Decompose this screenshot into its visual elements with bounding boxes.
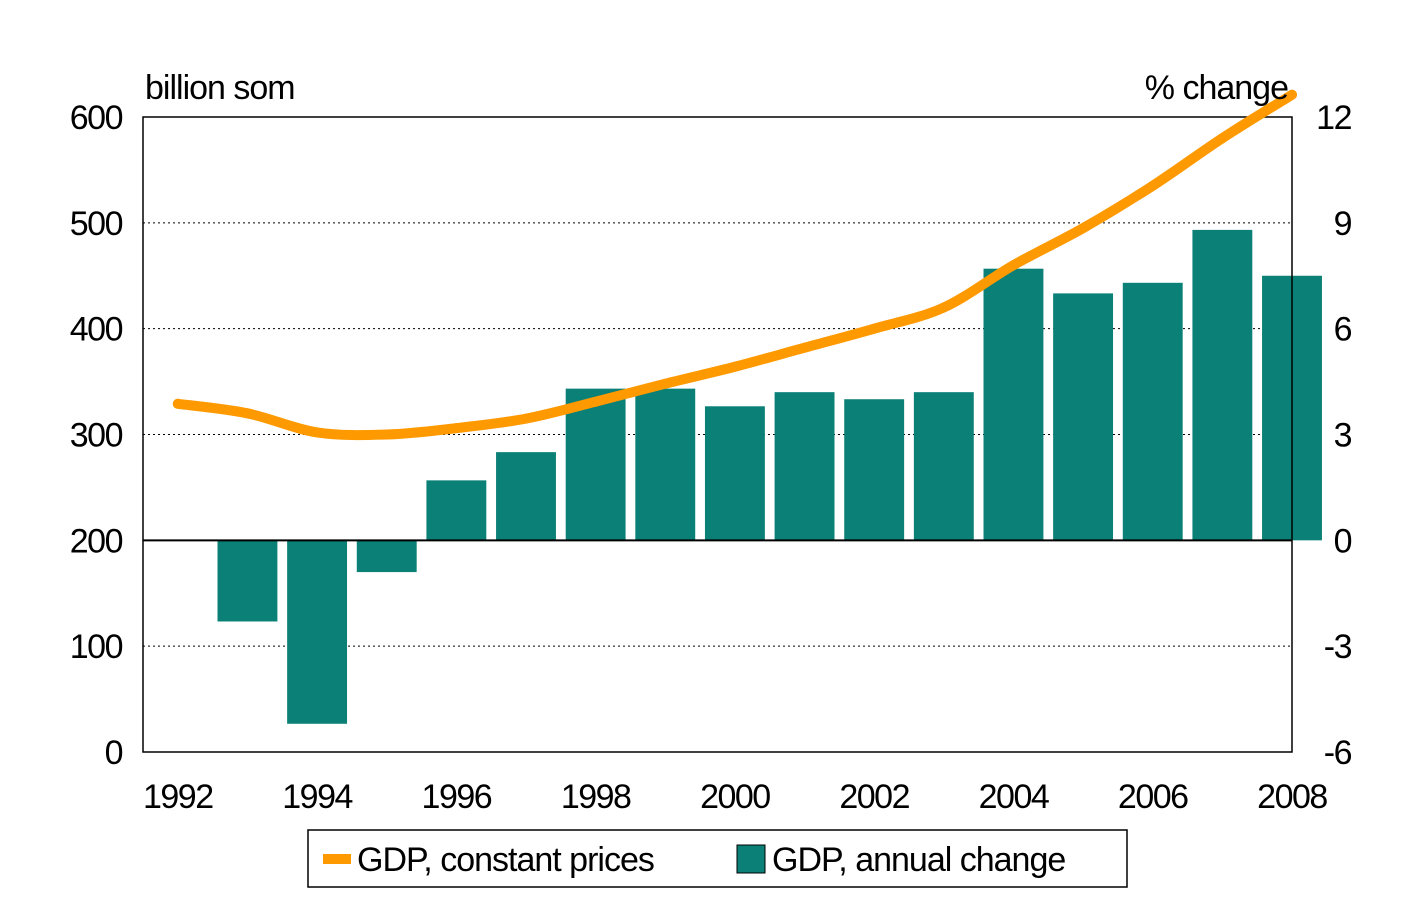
x-tick-label: 2008 — [1257, 778, 1327, 816]
x-axis: 1992 1994 1996 1998 2000 2002 2004 2006 2008 — [143, 778, 1329, 816]
right-tick-label: 3 — [1334, 417, 1352, 455]
line-point — [660, 378, 671, 389]
line-point — [869, 323, 880, 334]
legend-label-annual-change: GDP, annual change — [772, 841, 1065, 879]
right-axis-title: % change — [1145, 69, 1288, 107]
line-point — [729, 361, 740, 372]
legend-label-constant-prices: GDP, constant prices — [357, 841, 654, 879]
left-axis-title: billion som — [145, 69, 295, 107]
line-point — [1287, 89, 1297, 100]
left-y-axis: 0 100 200 300 400 500 600 — [70, 99, 124, 772]
left-tick-label: 400 — [70, 311, 123, 349]
x-tick-label: 2000 — [700, 778, 770, 816]
line-point — [1217, 133, 1228, 144]
x-tick-label: 2006 — [1118, 778, 1188, 816]
left-tick-label: 100 — [70, 628, 123, 666]
bar-series — [217, 229, 1322, 724]
bar — [774, 392, 835, 541]
bar — [217, 540, 278, 622]
line-series — [172, 89, 1297, 441]
left-tick-label: 500 — [70, 205, 123, 243]
bar — [913, 392, 974, 541]
line-constant-prices — [172, 89, 1297, 441]
x-tick-label: 2002 — [839, 778, 909, 816]
x-tick-label: 1996 — [422, 778, 492, 816]
bar — [1122, 282, 1183, 541]
bar — [844, 399, 905, 541]
line-point — [938, 302, 949, 313]
x-tick-label: 1998 — [561, 778, 631, 816]
left-tick-label: 600 — [70, 99, 123, 137]
bar — [356, 540, 417, 573]
bar — [426, 480, 487, 541]
line-point — [172, 398, 183, 409]
right-tick-label: 9 — [1334, 205, 1352, 243]
left-tick-label: 200 — [70, 522, 123, 560]
line-point — [1147, 180, 1158, 191]
line-point — [1008, 260, 1019, 271]
right-tick-label: -6 — [1324, 734, 1352, 772]
left-tick-label: 0 — [105, 734, 123, 772]
bar — [565, 388, 626, 541]
bar — [496, 452, 556, 541]
line-point — [799, 342, 810, 353]
line-point — [242, 408, 253, 419]
legend-swatch-annual-change — [736, 844, 766, 874]
right-tick-label: 6 — [1334, 311, 1352, 349]
x-tick-label: 2004 — [979, 778, 1049, 816]
legend-box — [307, 829, 1128, 888]
plot-frame — [142, 116, 1293, 753]
left-tick-label: 300 — [70, 417, 123, 455]
right-tick-label: 12 — [1316, 99, 1351, 137]
x-tick-label: 1992 — [143, 778, 213, 816]
right-tick-label: -3 — [1324, 628, 1352, 666]
bar — [983, 268, 1044, 541]
bar — [1053, 293, 1114, 541]
bar — [287, 540, 348, 724]
bar — [635, 388, 696, 541]
line-point — [312, 427, 323, 438]
bar — [704, 406, 765, 541]
line-point — [1078, 223, 1089, 234]
line-point — [590, 396, 601, 407]
line-point — [381, 429, 392, 440]
line-point — [451, 423, 462, 434]
legend: GDP, constant prices GDP, annual change — [307, 829, 1128, 888]
x-tick-label: 1994 — [282, 778, 352, 816]
right-tick-label: 0 — [1334, 522, 1352, 560]
line-point — [521, 413, 531, 424]
bar — [1192, 229, 1253, 541]
right-y-axis: -6 -3 0 3 6 9 12 — [1316, 99, 1353, 772]
